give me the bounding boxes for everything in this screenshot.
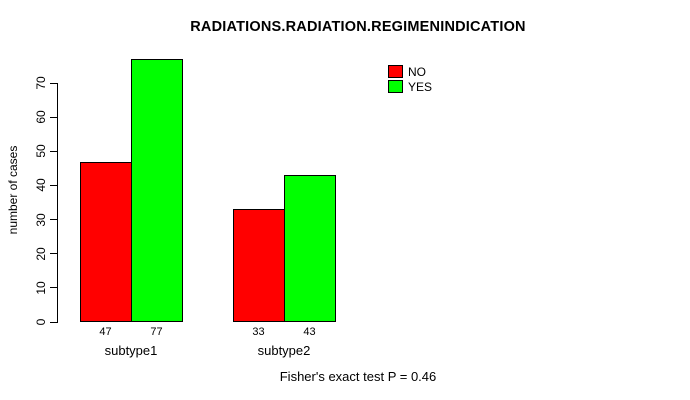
- legend-swatch-yes: [388, 80, 403, 93]
- bar-subtype2-yes: [284, 175, 336, 322]
- legend: NO YES: [388, 64, 432, 94]
- bar-subtype1-no: [80, 162, 132, 322]
- caption-fisher-test: Fisher's exact test P = 0.46: [279, 369, 437, 384]
- legend-item-no: NO: [388, 64, 432, 79]
- legend-label-no: NO: [408, 64, 426, 79]
- y-axis-tick: [50, 287, 57, 289]
- y-axis-label: number of cases: [6, 145, 20, 235]
- x-axis-group-label: subtype2: [257, 343, 311, 358]
- bar-subtype1-yes: [131, 59, 183, 322]
- legend-item-yes: YES: [388, 79, 432, 94]
- y-axis-tick: [50, 184, 57, 186]
- y-axis-tick: [50, 253, 57, 255]
- y-axis-tick: [50, 321, 57, 323]
- plot-area: 0 10 20 30 40 50 60 70 47 77 subtype1 33 43 subtype2: [34, 50, 343, 358]
- x-axis-group-label: subtype1: [104, 343, 158, 358]
- y-axis-line: [57, 83, 58, 323]
- bar-value-label: 33: [252, 326, 265, 338]
- y-axis-tick-label: 60: [34, 110, 48, 124]
- bar-value-label: 43: [303, 326, 316, 338]
- chart-title: RADIATIONS.RADIATION.REGIMENINDICATION: [190, 19, 526, 35]
- y-axis-tick-label: 10: [34, 281, 48, 295]
- legend-swatch-no: [388, 65, 403, 78]
- bar-value-label: 47: [99, 326, 112, 338]
- y-axis-tick-label: 30: [34, 212, 48, 227]
- y-axis-tick-label: 0: [34, 318, 48, 326]
- y-axis-tick-label: 50: [34, 144, 48, 158]
- bar-subtype2-no: [233, 209, 285, 322]
- y-axis-tick: [50, 82, 57, 84]
- legend-label-yes: YES: [408, 79, 433, 94]
- y-axis-tick-label: 70: [34, 76, 48, 90]
- y-axis-tick: [50, 219, 57, 221]
- y-axis-tick: [50, 116, 57, 118]
- y-axis-tick-label: 40: [34, 178, 48, 193]
- y-axis-tick: [50, 150, 57, 152]
- y-axis-tick-label: 20: [34, 247, 48, 261]
- bar-value-label: 77: [150, 326, 163, 338]
